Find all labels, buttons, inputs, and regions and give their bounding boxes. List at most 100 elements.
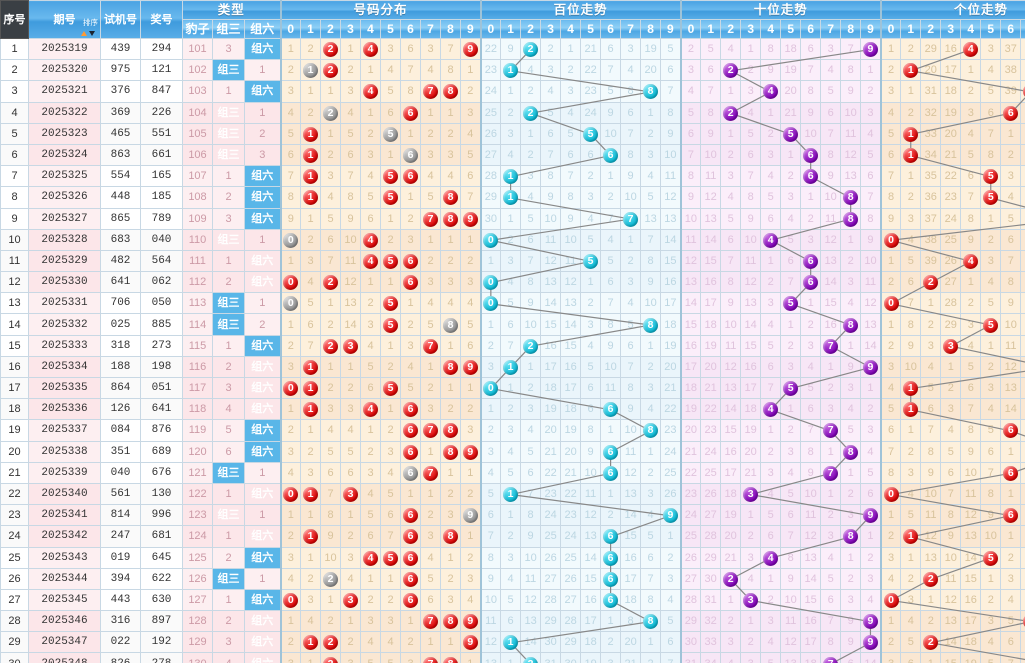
- table-row[interactable]: 23 2025341 814 996 123 组三 1 1 1 8 1 5 6 6 2 3 9 6 1 8 24 23 12…: [0, 504, 1025, 527]
- table-row[interactable]: 2 2025320 975 121 102 组三 1 2 1 2 2 1 4 7 4 8 1 23 1 4 3 2 22 7 4…: [0, 59, 1025, 82]
- col-header-baozi[interactable]: 豹子: [182, 19, 213, 39]
- col-header-tens-9[interactable]: 9: [860, 19, 882, 39]
- row-issue[interactable]: 2025337: [28, 419, 101, 442]
- row-issue[interactable]: 2025326: [28, 186, 101, 209]
- col-header-units-4[interactable]: 4: [960, 19, 982, 39]
- col-header-units-5[interactable]: 5: [980, 19, 1002, 39]
- table-row[interactable]: 7 2025325 554 165 107 1 组六 7 1 3 7 4 5 6 4 4 6 28 1 3 8 7 2 1 9 4…: [0, 165, 1025, 188]
- table-row[interactable]: 4 2025322 369 226 104 组三 1 4 2 2 4 1 6 6 1 1 3 25 2 2 5 4 24 9 6…: [0, 101, 1025, 124]
- col-header-hundreds-5[interactable]: 5: [580, 19, 602, 39]
- row-issue[interactable]: 2025331: [28, 292, 101, 315]
- col-header-tens-1[interactable]: 1: [700, 19, 722, 39]
- row-issue[interactable]: 2025334: [28, 355, 101, 379]
- col-header-units-1[interactable]: 1: [900, 19, 922, 39]
- col-header-distribution-0[interactable]: 0: [279, 19, 302, 39]
- col-header-units-7[interactable]: 7: [1020, 19, 1025, 39]
- row-issue[interactable]: 2025347: [28, 631, 101, 654]
- col-header-distribution-4[interactable]: 4: [360, 19, 382, 39]
- col-header-hundreds-2[interactable]: 2: [520, 19, 542, 39]
- col-header-distribution-6[interactable]: 6: [400, 19, 422, 39]
- row-issue[interactable]: 2025346: [28, 610, 101, 633]
- row-issue[interactable]: 2025328: [28, 228, 101, 251]
- row-issue[interactable]: 2025323: [28, 122, 101, 145]
- col-header-zu6[interactable]: 组六: [243, 19, 282, 39]
- col-header-distribution-1[interactable]: 1: [300, 19, 322, 39]
- table-row[interactable]: 27 2025345 443 630 127 1 组六 0 3 1 3 2 2 6 6 3 4 10 5 12 28 27…: [0, 588, 1025, 612]
- row-issue[interactable]: 2025330: [28, 271, 101, 294]
- table-row[interactable]: 5 2025323 465 551 105 组三 2 5 1 1 5 2 5 1 2 2 4 26 3 1 6 5 5 10 7…: [0, 122, 1025, 145]
- row-issue[interactable]: 2025321: [28, 80, 101, 103]
- col-header-prize[interactable]: 奖号: [140, 0, 183, 39]
- col-header-distribution-8[interactable]: 8: [440, 19, 462, 39]
- col-header-units-0[interactable]: 0: [879, 19, 902, 39]
- row-issue[interactable]: 2025329: [28, 249, 101, 273]
- table-row[interactable]: 10 2025328 683 040 110 组三 1 0 2 6 10 4 2 3 1 1 1 0 2 6 11 10 5…: [0, 228, 1025, 251]
- table-row[interactable]: 18 2025336 126 641 118 4 组六 1 1 3 3 4 1 6 3 2 2 1 2 3 19 18 6 6…: [0, 398, 1025, 421]
- row-issue[interactable]: 2025343: [28, 546, 101, 569]
- row-issue[interactable]: 2025322: [28, 101, 101, 124]
- table-row[interactable]: 9 2025327 865 789 109 3 组六 9 1 5 9 6 1 2 7 8 9 30 1 5 10 9 4 7 7…: [0, 207, 1025, 230]
- table-row[interactable]: 16 2025334 188 198 116 2 组六 3 1 1 1 5 2 4 1 8 9 3 1 1 17 16 5 1…: [0, 355, 1025, 379]
- table-row[interactable]: 19 2025337 084 876 119 5 组六 2 1 4 4 1 2 6 7 8 3 2 3 4 20 19 8 1…: [0, 419, 1025, 442]
- col-header-distribution-2[interactable]: 2: [320, 19, 342, 39]
- table-row[interactable]: 1 2025319 439 294 101 3 组六 1 2 2 1 4 3 6 3 7 9 22 9 2 2 1 21 6 3…: [0, 37, 1025, 61]
- row-issue[interactable]: 2025344: [28, 567, 101, 590]
- col-header-tens-8[interactable]: 8: [840, 19, 862, 39]
- table-row[interactable]: 3020253488262781304组六3123553781131231301…: [0, 652, 1025, 663]
- row-issue[interactable]: 2025345: [28, 588, 101, 612]
- col-header-hundreds-4[interactable]: 4: [560, 19, 582, 39]
- row-issue[interactable]: 2025327: [28, 207, 101, 230]
- row-issue[interactable]: 2025319: [28, 37, 101, 61]
- sort-arrows-icon[interactable]: [80, 24, 96, 36]
- table-row[interactable]: 12 2025330 641 062 112 2 组六 0 4 2 12 1 1 6 3 3 3 0 4 8 13 12 1…: [0, 271, 1025, 294]
- table-row[interactable]: 11 2025329 482 564 111 1 组六 1 3 7 11 4 5 6 2 2 2 1 3 7 12 11 5…: [0, 249, 1025, 273]
- col-header-hundreds-3[interactable]: 3: [540, 19, 562, 39]
- table-row[interactable]: 6 2025324 863 661 106 组三 3 6 1 2 6 3 1 6 3 3 5 27 4 2 7 6 6 6 8 3…: [0, 143, 1025, 167]
- row-issue[interactable]: 2025339: [28, 461, 101, 484]
- col-header-tens-6[interactable]: 6: [800, 19, 822, 39]
- table-row[interactable]: 29 2025347 022 192 129 3 组六 2 1 2 2 4 4 2 1 1 9 12 1 14 30 29…: [0, 631, 1025, 654]
- col-header-hundreds-9[interactable]: 9: [660, 19, 682, 39]
- row-issue[interactable]: 2025325: [28, 165, 101, 188]
- table-row[interactable]: 8 2025326 448 185 108 2 组六 8 1 4 8 5 5 1 5 8 7 29 1 4 9 8 3 2 10…: [0, 186, 1025, 209]
- col-header-distribution-9[interactable]: 9: [460, 19, 482, 39]
- col-header-distribution-3[interactable]: 3: [340, 19, 362, 39]
- table-row[interactable]: 3 2025321 376 847 103 1 组六 3 1 1 3 4 5 8 7 8 2 24 1 2 4 3 23 5 8…: [0, 80, 1025, 103]
- row-issue[interactable]: 2025320: [28, 59, 101, 82]
- table-row[interactable]: 25 2025343 019 645 125 2 组六 3 1 10 3 4 5 6 4 1 2 8 3 10 26 25…: [0, 546, 1025, 569]
- col-header-tens-2[interactable]: 2: [720, 19, 742, 39]
- row-issue[interactable]: 2025335: [28, 376, 101, 400]
- table-row[interactable]: 28 2025346 316 897 128 2 组六 1 4 2 1 3 3 1 7 8 9 11 6 13 29 28…: [0, 610, 1025, 633]
- col-header-tens-0[interactable]: 0: [679, 19, 702, 39]
- col-header-hundreds-6[interactable]: 6: [600, 19, 622, 39]
- col-header-distribution-7[interactable]: 7: [420, 19, 442, 39]
- table-row[interactable]: 24 2025342 247 681 124 1 组六 2 1 9 2 6 7 6 3 8 1 7 2 9 25 24 13…: [0, 525, 1025, 548]
- col-header-units-2[interactable]: 2: [920, 19, 942, 39]
- col-header-tens-3[interactable]: 3: [740, 19, 762, 39]
- row-issue[interactable]: 2025336: [28, 398, 101, 421]
- col-header-index[interactable]: 序号: [0, 0, 29, 39]
- row-issue[interactable]: 2025341: [28, 504, 101, 527]
- table-row[interactable]: 13 2025331 706 050 113 组三 1 0 5 1 13 2 5 1 4 4 4 0 5 9 14 13 2…: [0, 292, 1025, 315]
- row-issue[interactable]: 2025342: [28, 525, 101, 548]
- col-header-tens-7[interactable]: 7: [820, 19, 842, 39]
- col-header-units-3[interactable]: 3: [940, 19, 962, 39]
- row-issue[interactable]: 2025338: [28, 440, 101, 463]
- row-issue[interactable]: 2025333: [28, 334, 101, 357]
- row-issue[interactable]: 2025324: [28, 143, 101, 167]
- col-header-distribution-5[interactable]: 5: [380, 19, 402, 39]
- row-issue[interactable]: 2025332: [28, 313, 101, 336]
- col-header-hundreds-8[interactable]: 8: [640, 19, 662, 39]
- col-header-hundreds-0[interactable]: 0: [479, 19, 502, 39]
- col-header-tens-4[interactable]: 4: [760, 19, 782, 39]
- table-row[interactable]: 26 2025344 394 622 126 组三 1 4 2 2 4 1 1 6 5 2 3 9 4 11 27 26 1…: [0, 567, 1025, 590]
- row-issue[interactable]: 2025340: [28, 482, 101, 506]
- col-header-testnum[interactable]: 试机号: [100, 0, 141, 39]
- table-row[interactable]: 20 2025338 351 689 120 6 组六 3 2 5 5 2 3 6 1 8 9 3 4 5 21 20 9 6…: [0, 440, 1025, 463]
- col-header-hundreds-7[interactable]: 7: [620, 19, 642, 39]
- table-row[interactable]: 17 2025335 864 051 117 3 组六 0 1 2 2 6 5 5 2 1 1 0 1 2 18 17 6 1…: [0, 376, 1025, 400]
- col-header-hundreds-1[interactable]: 1: [500, 19, 522, 39]
- table-row[interactable]: 21 2025339 040 676 121 组三 1 4 3 6 6 3 4 6 7 1 1 4 5 6 22 21 10…: [0, 461, 1025, 484]
- table-row[interactable]: 22 2025340 561 130 122 1 组六 0 1 7 3 4 5 1 1 2 2 5 1 7 23 22 11…: [0, 482, 1025, 506]
- table-row[interactable]: 14 2025332 025 885 114 组三 2 1 6 2 14 3 5 2 5 8 5 1 6 10 15 14…: [0, 313, 1025, 336]
